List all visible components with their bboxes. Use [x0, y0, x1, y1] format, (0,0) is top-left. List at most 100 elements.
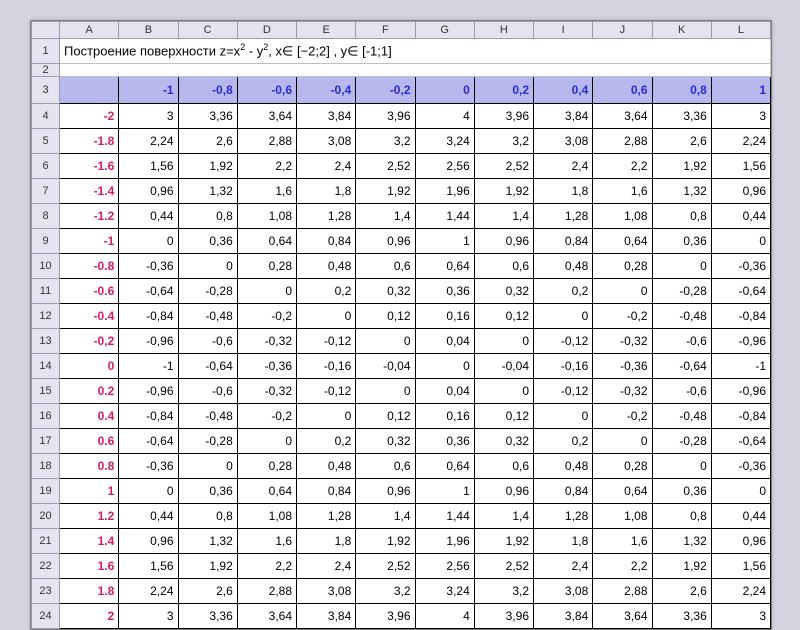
cell-15-7[interactable]: 0,84: [534, 479, 593, 504]
cell-7-2[interactable]: 0: [237, 279, 296, 304]
cell-7-6[interactable]: 0,32: [474, 279, 533, 304]
cell-18-0[interactable]: 1,56: [119, 554, 178, 579]
cell-15-9[interactable]: 0,36: [652, 479, 711, 504]
row-header-24[interactable]: 24: [32, 604, 60, 629]
cell-1-3[interactable]: 3,08: [297, 129, 356, 154]
cell-11-1[interactable]: -0,6: [178, 379, 237, 404]
cell-11-2[interactable]: -0,32: [237, 379, 296, 404]
cell-3-2[interactable]: 1,6: [237, 179, 296, 204]
cell-7-0[interactable]: -0,64: [119, 279, 178, 304]
cell-8-9[interactable]: -0,48: [652, 304, 711, 329]
cell-5-2[interactable]: 0,64: [237, 229, 296, 254]
cell-5-1[interactable]: 0,36: [178, 229, 237, 254]
cell-9-3[interactable]: -0,12: [297, 329, 356, 354]
cell-0-9[interactable]: 3,36: [652, 104, 711, 129]
cell-18-6[interactable]: 2,52: [474, 554, 533, 579]
cell-16-2[interactable]: 1,08: [237, 504, 296, 529]
cell-12-3[interactable]: 0: [297, 404, 356, 429]
cell-17-4[interactable]: 1,92: [356, 529, 415, 554]
cell-12-4[interactable]: 0,12: [356, 404, 415, 429]
row-header-4[interactable]: 4: [32, 104, 60, 129]
cell-6-3[interactable]: 0,48: [297, 254, 356, 279]
cell-7-5[interactable]: 0,36: [415, 279, 474, 304]
cell-4-10[interactable]: 0,44: [711, 204, 770, 229]
cell-5-6[interactable]: 0,96: [474, 229, 533, 254]
col-header-K[interactable]: K: [652, 22, 711, 39]
cell-11-5[interactable]: 0,04: [415, 379, 474, 404]
cell-11-8[interactable]: -0,32: [593, 379, 652, 404]
cell-13-3[interactable]: 0,2: [297, 429, 356, 454]
cell-18-8[interactable]: 2,2: [593, 554, 652, 579]
cell-16-8[interactable]: 1,08: [593, 504, 652, 529]
cell-8-6[interactable]: 0,12: [474, 304, 533, 329]
cell-13-5[interactable]: 0,36: [415, 429, 474, 454]
col-header-I[interactable]: I: [534, 22, 593, 39]
cell-10-4[interactable]: -0,04: [356, 354, 415, 379]
cell-0-1[interactable]: 3,36: [178, 104, 237, 129]
cell-0-2[interactable]: 3,64: [237, 104, 296, 129]
cell-16-7[interactable]: 1,28: [534, 504, 593, 529]
cell-17-6[interactable]: 1,92: [474, 529, 533, 554]
cell-1-1[interactable]: 2,6: [178, 129, 237, 154]
cell-2-4[interactable]: 2,52: [356, 154, 415, 179]
cell-2-2[interactable]: 2,2: [237, 154, 296, 179]
row-header-12[interactable]: 12: [32, 304, 60, 329]
cell-16-1[interactable]: 0,8: [178, 504, 237, 529]
cell-15-5[interactable]: 1: [415, 479, 474, 504]
cell-20-1[interactable]: 3,36: [178, 604, 237, 629]
cell-3-6[interactable]: 1,92: [474, 179, 533, 204]
cell-18-4[interactable]: 2,52: [356, 554, 415, 579]
cell-5-7[interactable]: 0,84: [534, 229, 593, 254]
cell-2-5[interactable]: 2,56: [415, 154, 474, 179]
cell-11-4[interactable]: 0: [356, 379, 415, 404]
cell-17-2[interactable]: 1,6: [237, 529, 296, 554]
cell-1-9[interactable]: 2,6: [652, 129, 711, 154]
cell-3-9[interactable]: 1,32: [652, 179, 711, 204]
cell-0-10[interactable]: 3: [711, 104, 770, 129]
cell-5-3[interactable]: 0,84: [297, 229, 356, 254]
cell-16-6[interactable]: 1,4: [474, 504, 533, 529]
cell-20-8[interactable]: 3,64: [593, 604, 652, 629]
cell-15-3[interactable]: 0,84: [297, 479, 356, 504]
cell-12-8[interactable]: -0,2: [593, 404, 652, 429]
cell-14-3[interactable]: 0,48: [297, 454, 356, 479]
cell-13-6[interactable]: 0,32: [474, 429, 533, 454]
row-header-8[interactable]: 8: [32, 204, 60, 229]
row-header-17[interactable]: 17: [32, 429, 60, 454]
col-header-G[interactable]: G: [415, 22, 474, 39]
cell-14-1[interactable]: 0: [178, 454, 237, 479]
cell-7-4[interactable]: 0,32: [356, 279, 415, 304]
cell-6-2[interactable]: 0,28: [237, 254, 296, 279]
cell-13-10[interactable]: -0,64: [711, 429, 770, 454]
cell-16-3[interactable]: 1,28: [297, 504, 356, 529]
cell-18-9[interactable]: 1,92: [652, 554, 711, 579]
cell-15-4[interactable]: 0,96: [356, 479, 415, 504]
row-header-15[interactable]: 15: [32, 379, 60, 404]
row-header-7[interactable]: 7: [32, 179, 60, 204]
cell-1-2[interactable]: 2,88: [237, 129, 296, 154]
row-header-9[interactable]: 9: [32, 229, 60, 254]
cell-6-7[interactable]: 0,48: [534, 254, 593, 279]
cell-6-5[interactable]: 0,64: [415, 254, 474, 279]
cell-20-4[interactable]: 3,96: [356, 604, 415, 629]
cell-4-5[interactable]: 1,44: [415, 204, 474, 229]
cell-14-2[interactable]: 0,28: [237, 454, 296, 479]
cell-3-7[interactable]: 1,8: [534, 179, 593, 204]
cell-0-8[interactable]: 3,64: [593, 104, 652, 129]
cell-2-3[interactable]: 2,4: [297, 154, 356, 179]
cell-13-1[interactable]: -0,28: [178, 429, 237, 454]
cell-5-4[interactable]: 0,96: [356, 229, 415, 254]
cell-12-2[interactable]: -0,2: [237, 404, 296, 429]
cell-9-9[interactable]: -0,6: [652, 329, 711, 354]
cell-4-3[interactable]: 1,28: [297, 204, 356, 229]
cell-3-10[interactable]: 0,96: [711, 179, 770, 204]
cell-2-10[interactable]: 1,56: [711, 154, 770, 179]
cell-14-7[interactable]: 0,48: [534, 454, 593, 479]
cell-7-9[interactable]: -0,28: [652, 279, 711, 304]
cell-7-7[interactable]: 0,2: [534, 279, 593, 304]
cell-17-5[interactable]: 1,96: [415, 529, 474, 554]
cell-6-0[interactable]: -0,36: [119, 254, 178, 279]
cell-10-9[interactable]: -0,64: [652, 354, 711, 379]
cell-4-7[interactable]: 1,28: [534, 204, 593, 229]
cell-10-3[interactable]: -0,16: [297, 354, 356, 379]
